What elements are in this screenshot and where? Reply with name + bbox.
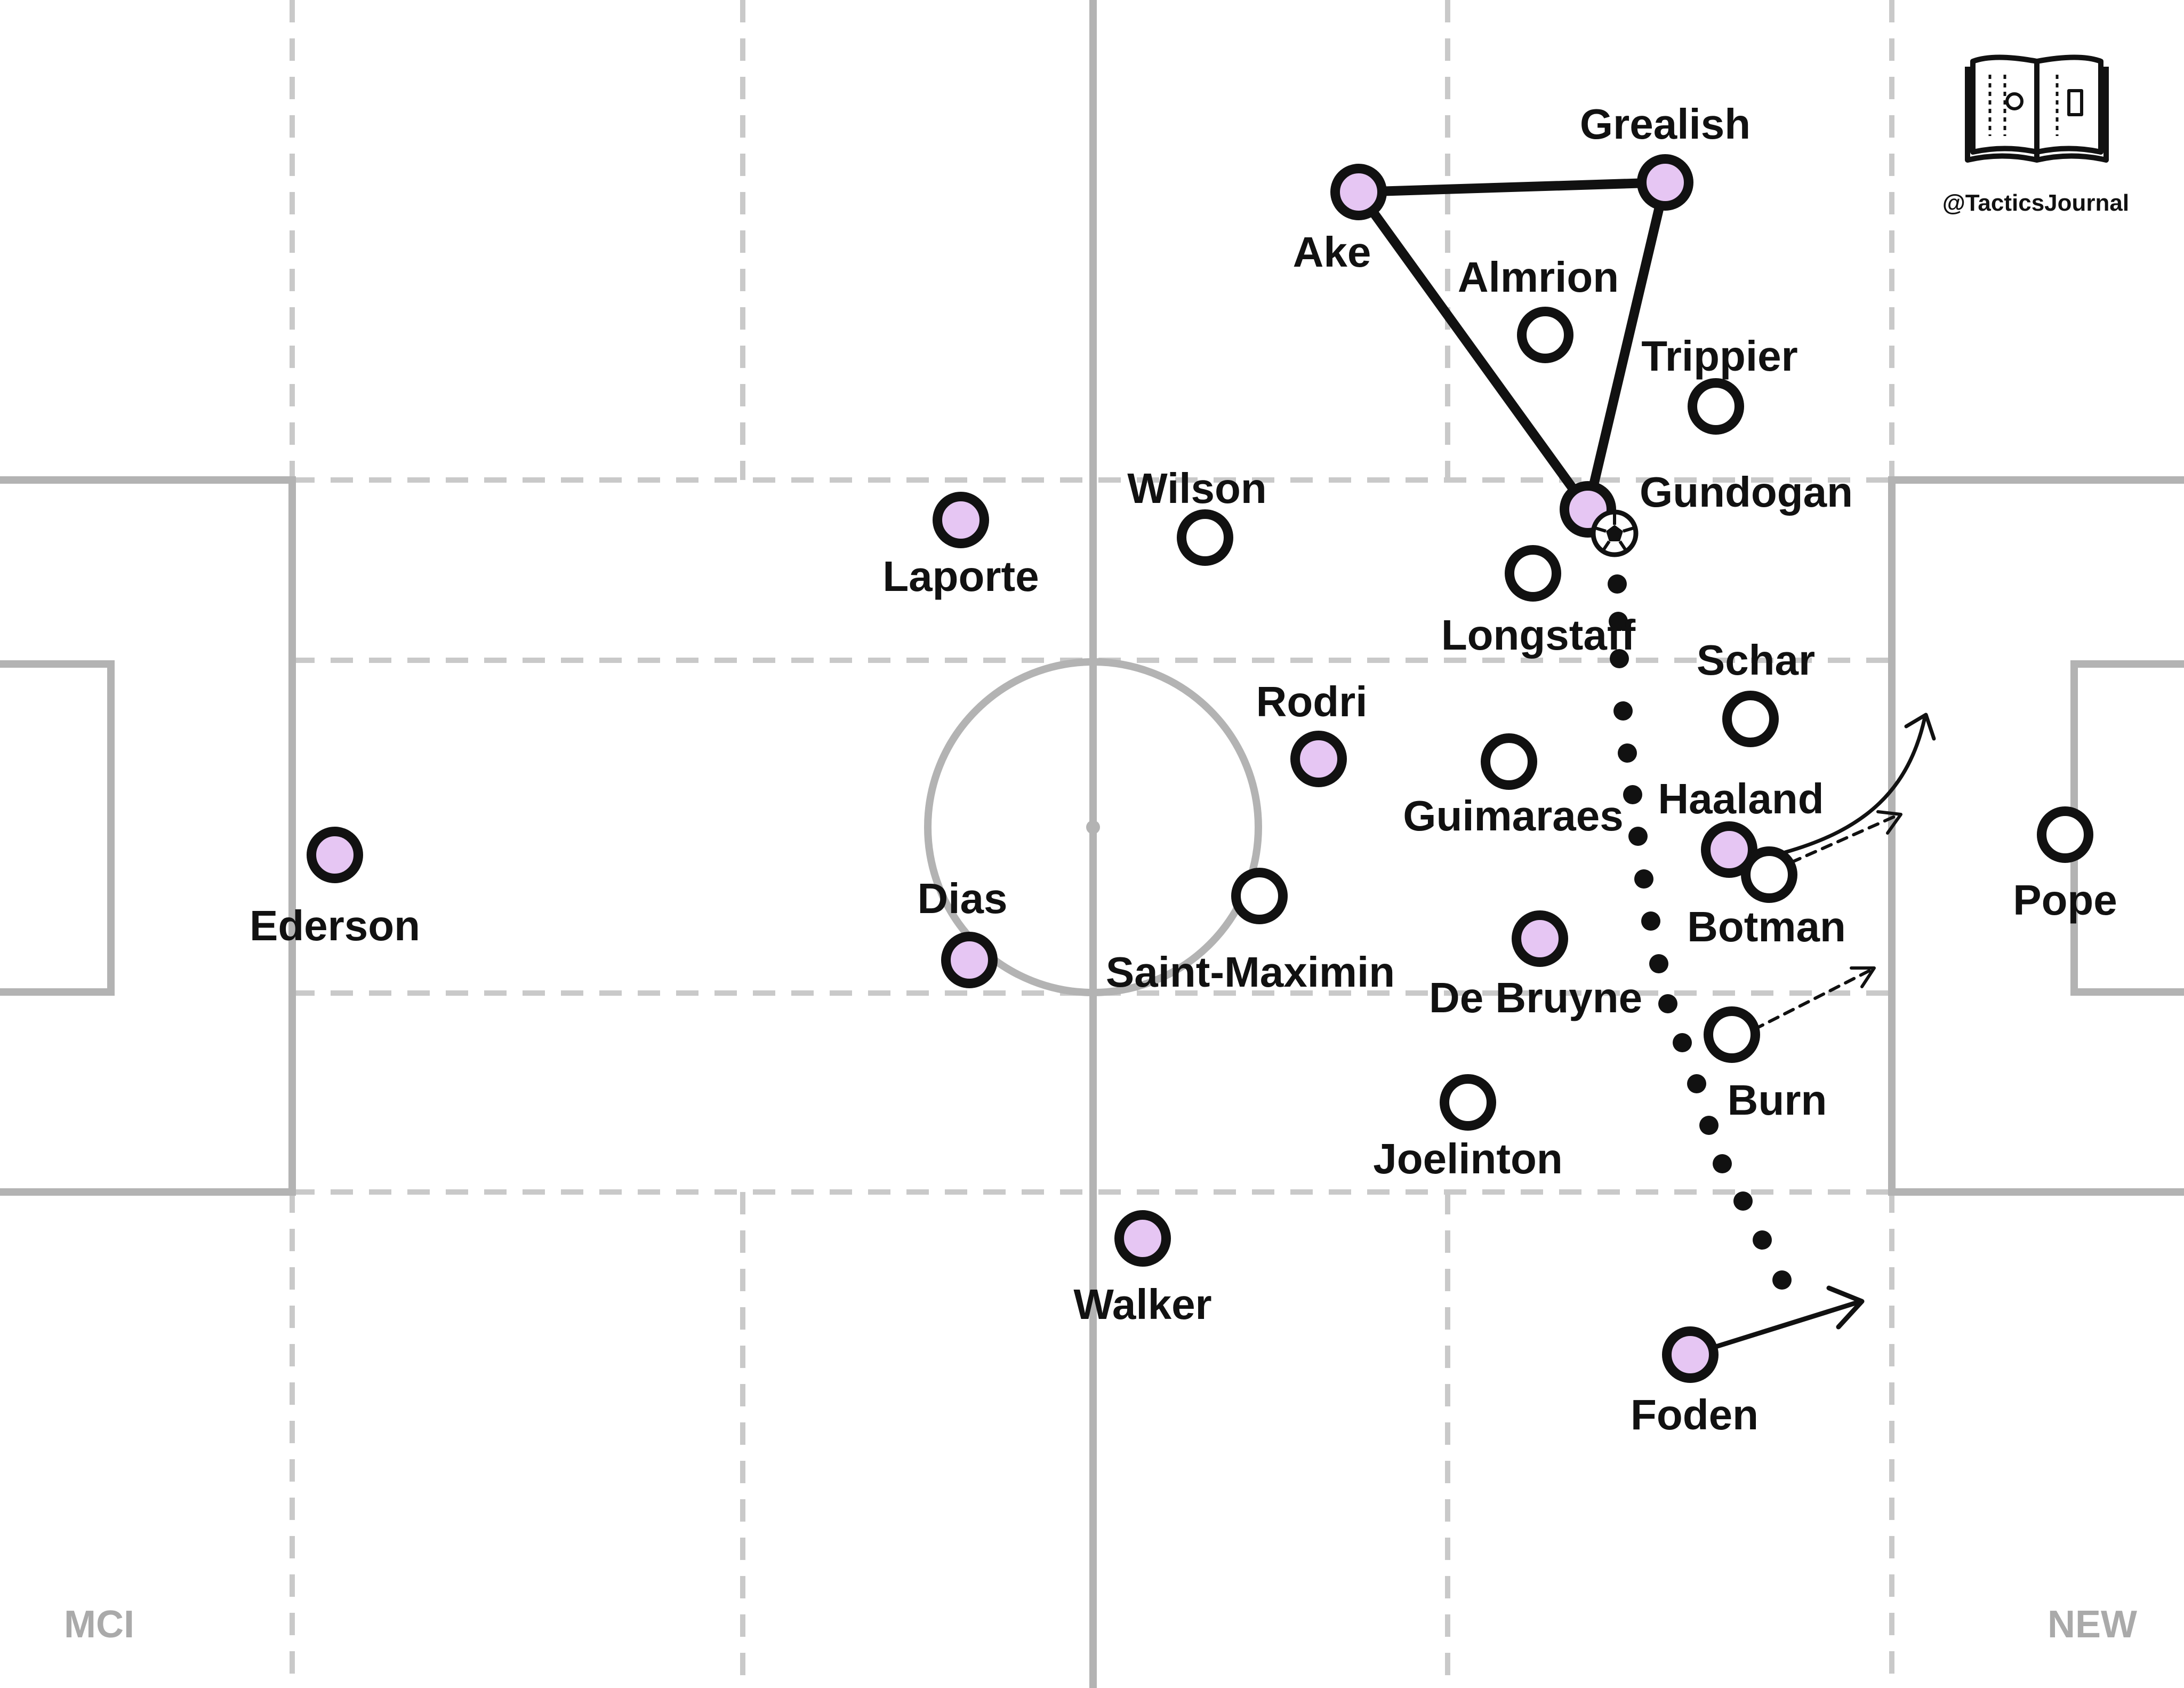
player-haaland — [1701, 821, 1757, 878]
label-walker: Walker — [1073, 1281, 1211, 1328]
label-ederson: Ederson — [250, 902, 420, 949]
player-burn — [1704, 1006, 1760, 1063]
credit-handle: @TacticsJournal — [1942, 190, 2129, 216]
burn-run-arrow — [1753, 968, 1873, 1031]
book-logo-icon — [1965, 54, 2109, 163]
foden-run-arrow — [1713, 1299, 1864, 1349]
player-schar — [1722, 691, 1779, 747]
player-botman — [1741, 846, 1797, 903]
label-guimaraes: Guimaraes — [1403, 792, 1624, 839]
label-foden: Foden — [1631, 1391, 1759, 1438]
centre-circle — [924, 658, 1262, 996]
player-trippier — [1688, 378, 1744, 435]
label-de-bruyne: De Bruyne — [1429, 974, 1642, 1021]
player-guimaraes — [1481, 733, 1537, 790]
label-ake: Ake — [1293, 228, 1371, 276]
run-arrows — [1713, 713, 1936, 1349]
right-penalty-area — [1888, 476, 2184, 1196]
label-wilson: Wilson — [1127, 465, 1266, 512]
player-longstaff — [1505, 545, 1561, 602]
label-longstaff: Longstaff — [1441, 611, 1636, 659]
label-pope: Pope — [2013, 876, 2117, 924]
player-almrion — [1517, 307, 1573, 363]
player-walker — [1114, 1210, 1171, 1267]
player-saint-maximin — [1231, 868, 1288, 924]
left-six-yard-box — [0, 660, 115, 996]
passing-triangle — [1354, 178, 1670, 514]
label-grealish: Grealish — [1580, 100, 1751, 148]
dotted-line — [1608, 574, 1792, 1290]
zone-grid — [290, 0, 1894, 1688]
player-laporte — [933, 492, 989, 548]
player-joelinton — [1440, 1074, 1496, 1131]
home-players — [307, 154, 1757, 1383]
player-pope — [2037, 806, 2093, 863]
label-almrion: Almrion — [1458, 253, 1619, 301]
label-saint-maximin: Saint-Maximin — [1106, 948, 1395, 996]
player-grealish — [1637, 154, 1693, 211]
botman-run-arrow — [1774, 813, 1900, 871]
label-haaland: Haaland — [1658, 775, 1824, 822]
label-rodri: Rodri — [1256, 678, 1368, 725]
player-foden — [1662, 1326, 1719, 1383]
label-dias: Dias — [918, 875, 1008, 922]
player-ake — [1330, 164, 1387, 220]
centre-spot — [1086, 820, 1100, 834]
left-penalty-area — [0, 476, 296, 1196]
player-de-bruyne — [1512, 910, 1568, 967]
player-ederson — [307, 827, 363, 883]
label-botman: Botman — [1687, 903, 1846, 950]
player-wilson — [1177, 509, 1233, 566]
team-label-away: NEW — [2048, 1603, 2137, 1646]
haaland-run-arrow — [1783, 715, 1927, 854]
label-gundogan: Gundogan — [1640, 468, 1853, 516]
label-laporte: Laporte — [882, 553, 1039, 600]
label-joelinton: Joelinton — [1373, 1135, 1563, 1182]
label-schar: Schar — [1697, 636, 1815, 684]
player-rodri — [1290, 731, 1347, 787]
label-burn: Burn — [1728, 1076, 1827, 1124]
label-trippier: Trippier — [1641, 332, 1797, 380]
player-dias — [941, 932, 998, 988]
team-label-home: MCI — [64, 1603, 134, 1646]
player-labels: Ederson Laporte Dias Walker Rodri Ake Gr… — [250, 100, 2117, 1438]
away-players — [1177, 307, 2093, 1131]
ball-icon — [1591, 509, 1639, 557]
